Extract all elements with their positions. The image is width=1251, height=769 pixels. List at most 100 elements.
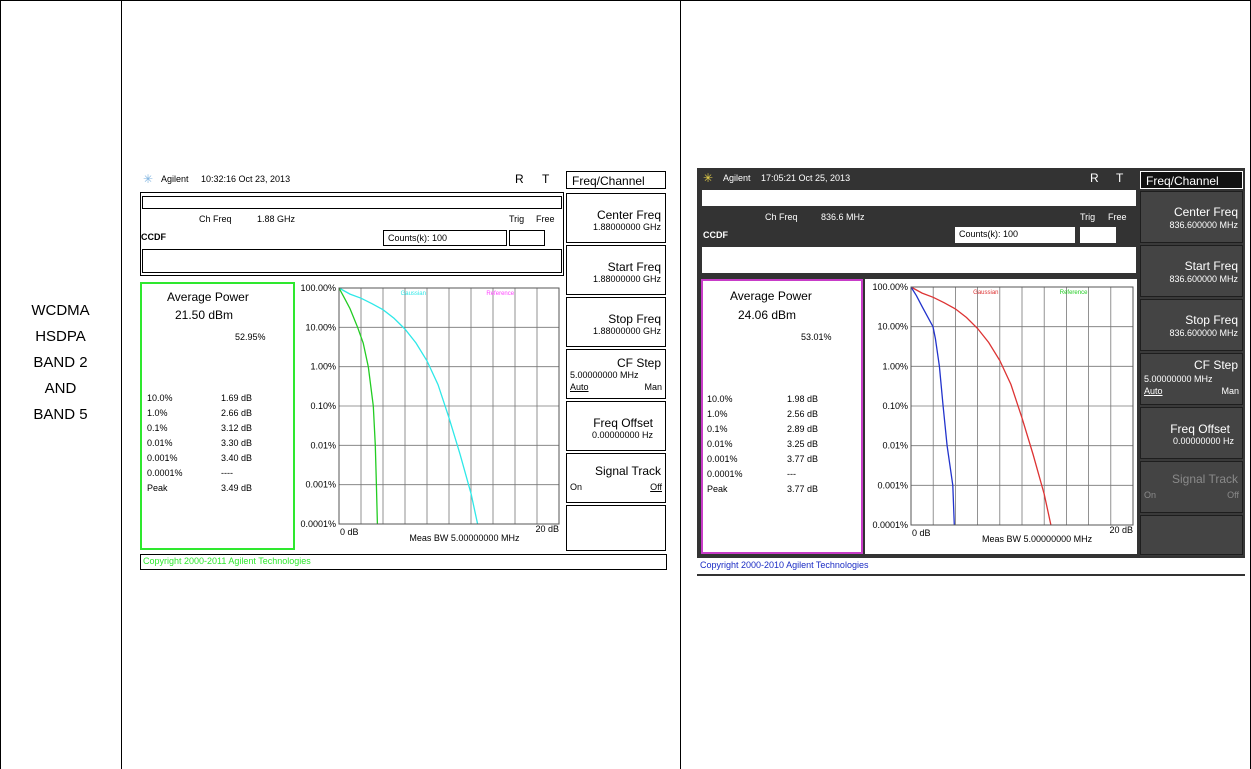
table-border-top: [0, 0, 1251, 1]
stat-value: 3.77 dB: [787, 454, 818, 464]
stat-value: ----: [221, 468, 233, 478]
softkey-label: Start Freq: [608, 260, 661, 274]
softkey-label: CF Step: [1194, 358, 1238, 372]
stat-probability: 0.01%: [147, 438, 173, 448]
softkey-signal-track[interactable]: Signal Track On Off: [1140, 461, 1243, 513]
stat-probability: 0.0001%: [707, 469, 743, 479]
softkey-cf-step[interactable]: CF Step 5.00000000 MHz Auto Man: [1140, 353, 1243, 405]
mode-label: CCDF: [703, 230, 728, 240]
stat-value: 3.30 dB: [221, 438, 252, 448]
y-tick-label: 1.00%: [310, 362, 336, 372]
meas-bw-label: Meas BW 5.00000000 MHz: [409, 533, 520, 543]
counts-aux-box: [509, 230, 545, 246]
trig-value: Free: [1108, 212, 1127, 222]
softkey-start-freq[interactable]: Start Freq 836.600000 MHz: [1140, 245, 1243, 297]
softkey-value: 836.600000 MHz: [1169, 328, 1238, 338]
copyright-text: Copyright 2000-2011 Agilent Technologies: [143, 556, 311, 566]
y-tick-label: 0.0001%: [872, 520, 908, 530]
stat-probability: Peak: [147, 483, 168, 493]
stat-probability: 0.01%: [707, 439, 733, 449]
stat-value: 3.40 dB: [221, 453, 252, 463]
softkey-label: Center Freq: [597, 208, 661, 222]
softkey-freq-offset[interactable]: Freq Offset 0.00000000 Hz: [1140, 407, 1243, 459]
stat-probability: 0.1%: [147, 423, 168, 433]
softkey-option-off: Off: [1227, 490, 1239, 500]
ch-freq-value: 836.6 MHz: [821, 212, 865, 222]
menu-title-text: Freq/Channel: [1146, 174, 1219, 188]
ccdf-chart: 100.00% 10.00% 1.00% 0.10% 0.01% 0.001% 0.0001…: [297, 280, 565, 552]
agilent-logo-icon: ✳: [703, 171, 713, 185]
stat-value: 1.69 dB: [221, 393, 252, 403]
softkey-panel: Center Freq 836.600000 MHz Start Freq 83…: [1140, 191, 1245, 556]
ccdf-chart: 100.00% 10.00% 1.00% 0.10% 0.01% 0.001% 0.0001…: [865, 279, 1137, 554]
band-label-line: BAND 2: [0, 350, 121, 376]
table-divider-2: [680, 0, 681, 769]
softkey-cf-step[interactable]: CF Step 5.00000000 MHz Auto Man: [566, 349, 666, 399]
copyright-bar: Copyright 2000-2011 Agilent Technologies: [140, 554, 667, 570]
softkey-option-man: Man: [1221, 386, 1239, 396]
softkey-label: Freq Offset: [1170, 422, 1230, 436]
analyzer-screenshot-1: ✳ Agilent 10:32:16 Oct 23, 2013 R T Freq…: [137, 168, 669, 576]
softkey-label: Center Freq: [1174, 205, 1238, 219]
softkey-stop-freq[interactable]: Stop Freq 836.600000 MHz: [1140, 299, 1243, 351]
status-r: R: [515, 172, 524, 186]
status-t: T: [542, 172, 549, 186]
y-tick-label: 0.0001%: [300, 519, 336, 529]
table-divider-1: [121, 0, 122, 769]
softkey-value: 0.00000000 Hz: [1173, 436, 1234, 446]
softkey-label: Stop Freq: [608, 312, 661, 326]
stat-probability: 10.0%: [707, 394, 733, 404]
softkey-value: 1.88000000 GHz: [593, 326, 661, 336]
trig-value: Free: [536, 214, 555, 224]
softkey-freq-offset[interactable]: Freq Offset 0.00000000 Hz: [566, 401, 666, 451]
timestamp: 17:05:21 Oct 25, 2013: [761, 173, 850, 183]
y-tick-label: 100.00%: [872, 282, 908, 292]
softkey-label: Freq Offset: [593, 416, 653, 430]
counts-aux-box: [1080, 227, 1116, 243]
softkey-option-auto: Auto: [570, 382, 589, 392]
softkey-signal-track[interactable]: Signal Track On Off: [566, 453, 666, 503]
y-tick-label: 10.00%: [877, 322, 908, 332]
softkey-blank[interactable]: [1140, 515, 1243, 555]
counts-box: Counts(k): 100: [955, 227, 1075, 243]
softkey-value: 0.00000000 Hz: [592, 430, 653, 440]
progress-bar: [142, 196, 562, 209]
legend-gaussian: Gaussian: [401, 291, 426, 297]
stat-probability: 0.001%: [147, 453, 178, 463]
softkey-option-man: Man: [644, 382, 662, 392]
meas-bw-label: Meas BW 5.00000000 MHz: [982, 534, 1093, 544]
softkey-label: Start Freq: [1185, 259, 1238, 273]
legend-gaussian: Gaussian: [973, 290, 998, 296]
stat-probability: 1.0%: [707, 409, 728, 419]
softkey-start-freq[interactable]: Start Freq 1.88000000 GHz: [566, 245, 666, 295]
stat-value: 2.66 dB: [221, 408, 252, 418]
menu-title: Freq/Channel: [1140, 171, 1243, 189]
y-tick-label: 1.00%: [882, 361, 908, 371]
stat-probability: 0.1%: [707, 424, 728, 434]
y-tick-label: 10.00%: [305, 322, 336, 332]
softkey-center-freq[interactable]: Center Freq 1.88000000 GHz: [566, 193, 666, 243]
avg-power-label: Average Power: [730, 289, 812, 303]
y-tick-label: 0.10%: [310, 401, 336, 411]
softkey-stop-freq[interactable]: Stop Freq 1.88000000 GHz: [566, 297, 666, 347]
stat-probability: 0.0001%: [147, 468, 183, 478]
stat-probability: 10.0%: [147, 393, 173, 403]
analyzer-screenshot-2: ✳ Agilent 17:05:21 Oct 25, 2013 R T Freq…: [697, 168, 1245, 576]
legend-reference: Reference: [1060, 290, 1088, 296]
softkey-value: 1.88000000 GHz: [593, 274, 661, 284]
agilent-logo-icon: ✳: [143, 172, 153, 186]
softkey-center-freq[interactable]: Center Freq 836.600000 MHz: [1140, 191, 1243, 243]
softkey-value: 836.600000 MHz: [1169, 274, 1238, 284]
counts-text: Counts(k): 100: [959, 229, 1018, 239]
softkey-blank[interactable]: [566, 505, 666, 551]
stat-value: ---: [787, 469, 796, 479]
progress-bar: [702, 190, 1136, 206]
menu-title: Freq/Channel: [566, 171, 666, 189]
stat-probability: 0.001%: [707, 454, 738, 464]
band-label-line: AND: [0, 376, 121, 402]
softkey-value: 1.88000000 GHz: [593, 222, 661, 232]
y-tick-label: 0.001%: [305, 480, 336, 490]
stat-probability: 1.0%: [147, 408, 168, 418]
stat-value: 2.89 dB: [787, 424, 818, 434]
ch-freq-label: Ch Freq: [765, 212, 798, 222]
